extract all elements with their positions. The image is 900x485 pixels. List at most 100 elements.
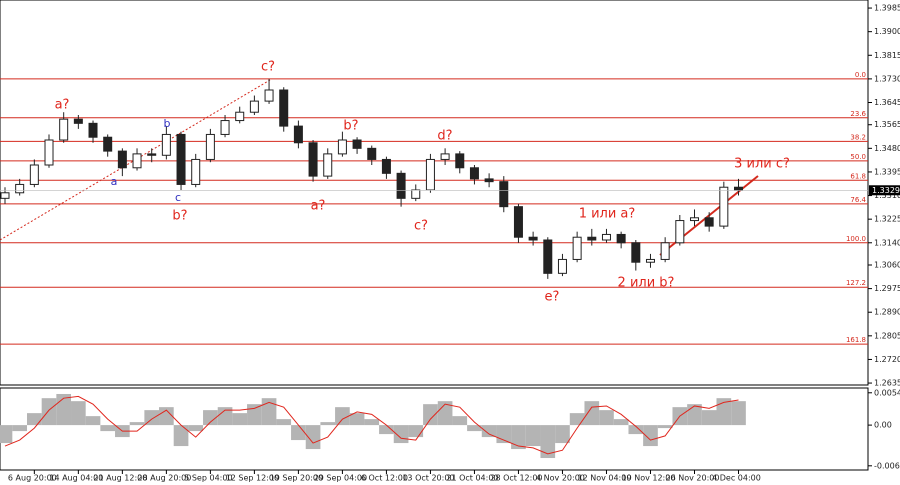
candle-body — [279, 89, 289, 127]
y-tick-label: 1.3730 — [874, 74, 900, 83]
candle-body — [381, 158, 391, 174]
fib-level-label: 76.4 — [850, 196, 866, 204]
y-tick-label: 1.3815 — [874, 51, 900, 60]
indicator-tick-label: 0.00 — [874, 421, 892, 430]
candle-body — [337, 139, 347, 155]
indicator-tick-label: 0.0054 — [874, 388, 900, 397]
x-tick-label: 28 Oct 12:00 — [490, 474, 542, 483]
histogram-bar — [129, 422, 145, 426]
fib-level-label: 38.2 — [850, 133, 866, 141]
histogram-bar — [85, 416, 101, 426]
candle-body — [587, 236, 597, 241]
histogram-bar — [599, 410, 614, 426]
candle-body — [528, 236, 538, 241]
histogram-bar — [335, 407, 350, 426]
histogram-bar — [0, 425, 13, 444]
x-tick-label: 4 Dec 04:00 — [712, 474, 761, 483]
wave-label: a — [111, 175, 118, 188]
candle-body — [484, 178, 494, 183]
histogram-bar — [716, 398, 732, 426]
candle-body — [675, 220, 685, 244]
fib-level-label: 100.0 — [846, 235, 866, 243]
indicator-layer — [0, 393, 746, 459]
wave-label: b? — [172, 209, 187, 224]
x-tick-label: 12 Sep 12:00 — [226, 474, 279, 483]
candle-body — [660, 242, 670, 260]
histogram-bar — [12, 425, 28, 432]
wave-label: b — [164, 117, 171, 130]
y-tick-label: 1.3565 — [874, 120, 900, 129]
candle-body — [719, 186, 729, 227]
candle-body — [59, 118, 69, 141]
last-price-box — [869, 185, 900, 196]
candle-body — [734, 186, 743, 191]
fib-level-label: 50.0 — [850, 153, 866, 161]
fib-level-label: 161.8 — [846, 336, 866, 344]
y-tick-label: 1.2720 — [874, 355, 900, 364]
histogram-bar — [71, 401, 86, 426]
histogram-bar — [188, 425, 204, 432]
histogram-bar — [643, 425, 658, 447]
y-tick-label: 1.3225 — [874, 215, 900, 224]
candle-body — [132, 153, 142, 169]
histogram-bar — [144, 410, 160, 426]
candle-body — [631, 242, 641, 263]
wave-label: e? — [545, 290, 560, 305]
y-tick-label: 1.2975 — [874, 284, 900, 293]
wave-label: a? — [311, 199, 326, 214]
histogram-bar — [203, 410, 218, 426]
wave-label: a? — [55, 98, 70, 113]
histogram-bar — [481, 425, 497, 438]
histogram-bar — [511, 425, 526, 450]
candle-body — [557, 258, 567, 274]
histogram-bar — [613, 419, 629, 426]
candle-body — [352, 139, 362, 149]
candle-body — [601, 233, 611, 241]
fib-level-label: 61.8 — [850, 172, 866, 180]
y-tick-label: 1.3140 — [874, 238, 900, 247]
candle-body — [499, 181, 509, 208]
candle-body — [235, 111, 245, 122]
candle-body — [396, 172, 406, 199]
candle-body — [249, 100, 259, 113]
histogram-bar — [276, 419, 292, 426]
y-tick-label: 1.3645 — [874, 98, 900, 107]
wave-label: b? — [343, 119, 358, 134]
candle-body — [0, 192, 10, 199]
histogram-bar — [173, 425, 189, 447]
candle-body — [572, 236, 582, 260]
wave-label: 2 или b? — [618, 276, 675, 291]
candle-body — [191, 158, 201, 185]
axes-layer: 1.3985 1.3900 1.3815 1.3730 1.3645 1.3565 1.34… — [0, 4, 900, 483]
histogram-bar — [364, 419, 380, 426]
y-tick-label: 1.3310 — [874, 191, 900, 200]
x-tick-label: 21 Aug 12:00 — [93, 474, 147, 483]
candle-body — [264, 89, 274, 102]
candle-body — [176, 133, 186, 185]
candle-body — [704, 217, 714, 227]
fib-level-label: 127.2 — [846, 279, 866, 287]
candle-body — [323, 153, 333, 177]
histogram-bar — [569, 413, 585, 426]
fib-layer: 0.0 23.6 38.2 50.0 61.8 76.4 100.0 127.2 161.8 — [0, 71, 868, 345]
histogram-bar — [731, 401, 746, 426]
histogram-bar — [27, 413, 42, 426]
histogram-bar — [525, 425, 541, 447]
candle-body — [15, 183, 25, 194]
candle-body — [117, 150, 127, 169]
histogram-bar — [467, 425, 482, 432]
x-tick-label: 13 Oct 20:00 — [402, 474, 454, 483]
candle-body — [513, 206, 523, 238]
y-tick-label: 1.3900 — [874, 27, 900, 36]
candle-body — [616, 233, 626, 244]
x-tick-label: 29 Sep 04:00 — [314, 474, 367, 483]
histogram-bar — [701, 410, 717, 426]
last-price-label: 1.3329 — [872, 186, 900, 195]
x-tick-label: 6 Oct 12:00 — [361, 474, 408, 483]
histogram-bar — [41, 398, 57, 426]
histogram-bar — [423, 404, 438, 426]
wave-label: 3 или c? — [734, 157, 790, 172]
x-tick-label: 21 Oct 04:00 — [446, 474, 498, 483]
histogram-bar — [159, 407, 174, 426]
